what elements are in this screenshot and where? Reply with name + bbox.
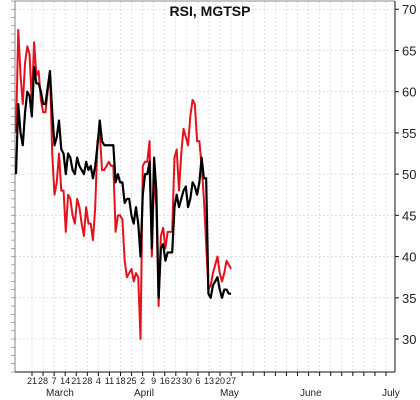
month-labels: March April May June July	[46, 388, 400, 399]
y-tick-label-0: 30	[402, 332, 416, 347]
month-label-march: March	[46, 388, 74, 399]
x-tick-label-0: 21	[27, 376, 37, 386]
month-label-may: May	[220, 388, 239, 399]
x-tick-label-16: 13	[204, 376, 214, 386]
y-tick-label-6: 60	[402, 85, 416, 100]
x-tick-label-3: 14	[60, 376, 70, 386]
grid-layer	[15, 1, 399, 376]
y-tick-label-2: 40	[402, 250, 416, 265]
x-tick-label-15: 6	[195, 376, 200, 386]
x-tick-label-13: 23	[171, 376, 181, 386]
y-tick-label-3: 45	[402, 208, 416, 223]
y-tick-label-4: 50	[402, 167, 416, 182]
x-tick-label-6: 4	[96, 376, 101, 386]
y-tick-label-5: 55	[402, 126, 416, 141]
y-tick-label-8: 70	[402, 2, 416, 17]
x-tick-label-11: 9	[151, 376, 156, 386]
series-line-0	[14, 65, 232, 299]
x-tick-labels: 21 28 7 14 21 28 4 11 18 25 2 9 16 23 30 6 13 20 27	[27, 376, 236, 386]
chart-title: RSI, MGTSP	[170, 3, 251, 19]
x-tick-label-8: 18	[115, 376, 125, 386]
series-line-1	[15, 28, 232, 341]
month-label-july: July	[382, 388, 400, 399]
x-tick-label-5: 28	[82, 376, 92, 386]
x-tick-label-17: 20	[215, 376, 225, 386]
series-layer	[14, 28, 232, 341]
left-minor-ruler	[11, 0, 15, 373]
x-tick-label-1: 28	[38, 376, 48, 386]
y-tick-label-1: 35	[402, 291, 416, 306]
x-tick-label-2: 7	[52, 376, 57, 386]
y-tick-labels: 30 35 40 45 50 55 60 65 70	[402, 2, 416, 347]
x-tick-label-10: 2	[140, 376, 145, 386]
x-tick-label-4: 21	[71, 376, 81, 386]
month-label-june: June	[300, 388, 322, 399]
y-tick-label-7: 65	[402, 43, 416, 58]
x-tick-label-14: 30	[182, 376, 192, 386]
x-tick-label-12: 16	[160, 376, 170, 386]
x-tick-label-7: 11	[105, 376, 114, 386]
x-tick-label-18: 27	[226, 376, 236, 386]
month-label-april: April	[134, 388, 154, 399]
x-tick-label-9: 25	[127, 376, 137, 386]
